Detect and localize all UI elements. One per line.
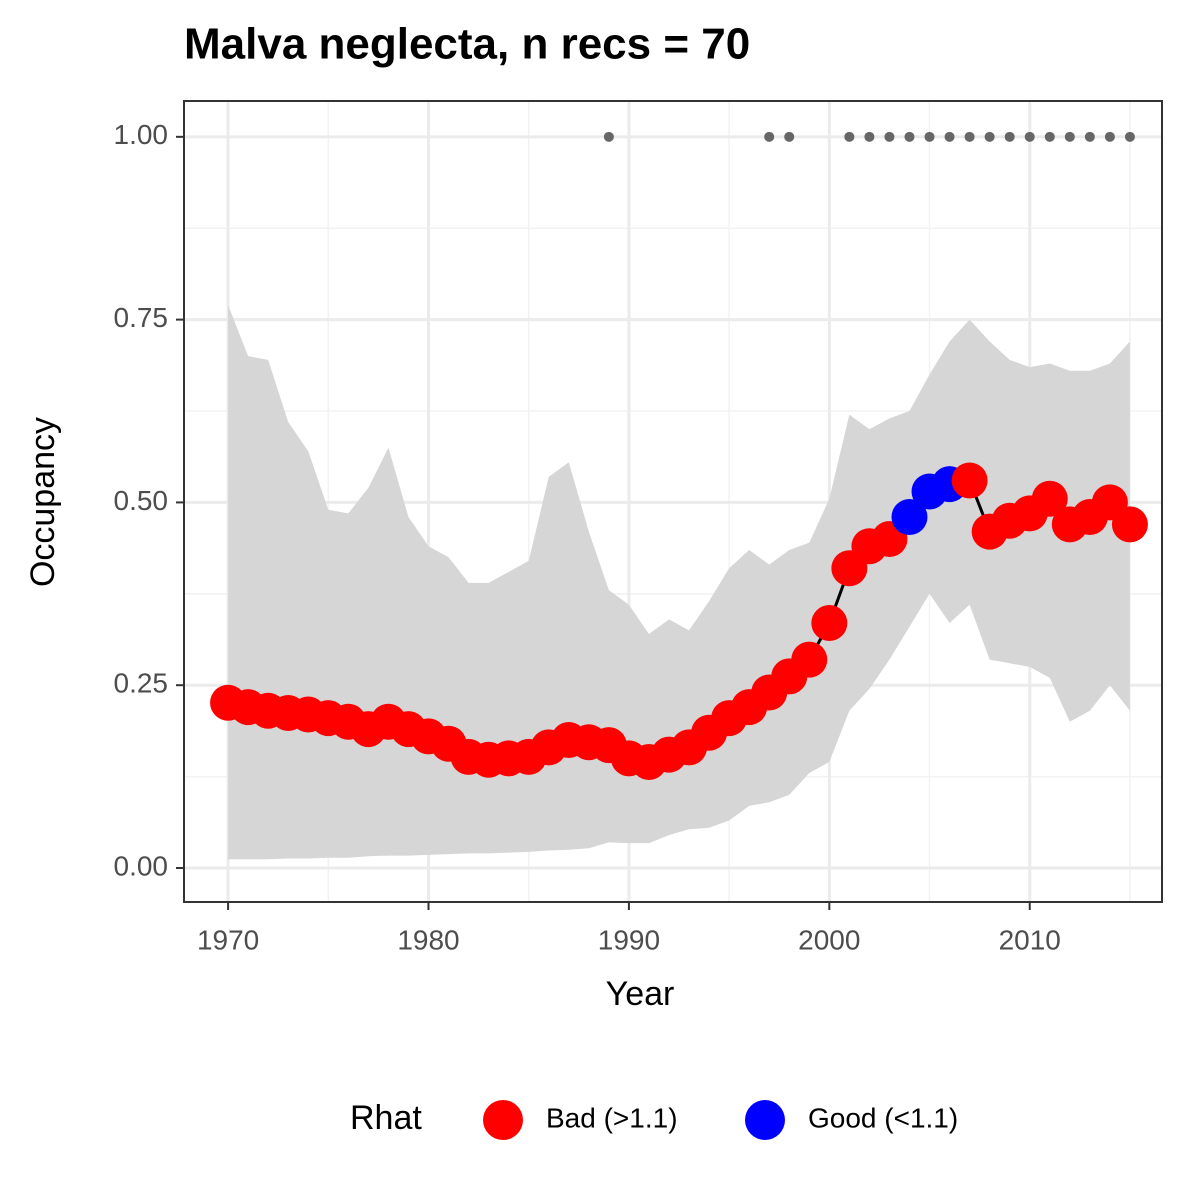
occupancy-point [791,641,828,678]
record-dot [964,131,975,142]
record-dot [603,131,614,142]
credible-band [228,304,1130,860]
legend-label: Bad (>1.1) [546,1102,678,1133]
occupancy-point [891,499,928,536]
occupancy-point [951,462,988,499]
y-tick-label: 1.00 [114,119,169,150]
record-dot [944,131,955,142]
legend-key [483,1100,523,1140]
legend-title: Rhat [350,1099,422,1137]
x-tick-label: 1980 [397,924,459,955]
y-axis-label: Occupancy [24,417,62,587]
x-axis-label: Year [606,975,675,1013]
occupancy-point [811,605,848,642]
x-tick-label: 2010 [999,924,1061,955]
x-tick-label: 2000 [798,924,860,955]
x-tick-label: 1990 [598,924,660,955]
record-dot [1044,131,1055,142]
y-tick-label: 0.50 [114,485,169,516]
record-dot [764,131,775,142]
record-dot [1064,131,1075,142]
record-dot [864,131,875,142]
record-dot [1084,131,1095,142]
record-dot [904,131,915,142]
record-dot [924,131,935,142]
record-dot [1004,131,1015,142]
occupancy-point [1111,506,1148,543]
y-tick-label: 0.75 [114,302,169,333]
occupancy-point [1031,480,1068,517]
record-dot [1024,131,1035,142]
record-dot [844,131,855,142]
legend-label: Good (<1.1) [808,1102,958,1133]
record-dot [1104,131,1115,142]
y-tick-label: 0.00 [114,850,169,881]
record-dot [884,131,895,142]
record-dot [1124,131,1135,142]
record-dot [984,131,995,142]
record-dot [784,131,795,142]
y-tick-label: 0.25 [114,668,169,699]
chart-title: Malva neglecta, n recs = 70 [184,20,750,69]
legend-key [745,1100,785,1140]
x-tick-label: 1970 [197,924,259,955]
